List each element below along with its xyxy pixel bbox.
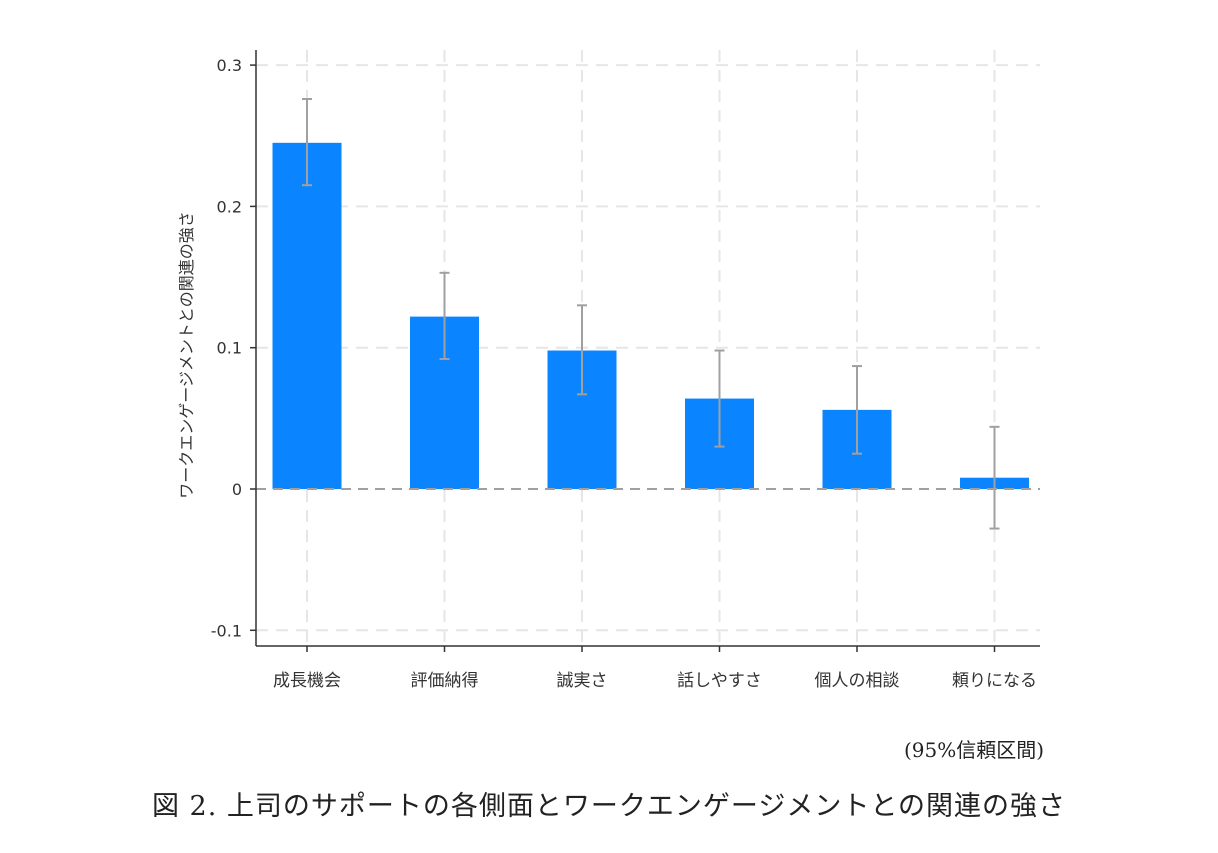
x-tick-label: 頼りになる xyxy=(952,671,1037,691)
x-tick-label: 成長機会 xyxy=(273,671,341,691)
y-tick-label: -0.1 xyxy=(211,621,242,640)
x-tick-label: 評価納得 xyxy=(411,671,479,691)
gridlines xyxy=(256,50,1040,646)
confidence-interval-note: (95%信頼区間) xyxy=(904,738,1045,762)
x-axis-ticks: 成長機会 評価納得 誠実さ 話しやすさ 個人の相談 頼りになる xyxy=(273,646,1037,691)
x-tick-label: 誠実さ xyxy=(557,671,608,691)
bars xyxy=(272,142,1029,489)
y-tick-label: 0 xyxy=(232,480,242,499)
y-axis-ticks: -0.1 0 0.1 0.2 0.3 xyxy=(211,56,256,640)
x-tick-label: 話しやすさ xyxy=(677,671,762,691)
x-tick-label: 個人の相談 xyxy=(815,671,900,691)
y-tick-label: 0.1 xyxy=(217,339,242,358)
bar-chart: -0.1 0 0.1 0.2 0.3 成長機会 評価納得 誠実さ 話しやすさ 個人の相談 頼りにな… xyxy=(177,50,1040,691)
y-tick-label: 0.3 xyxy=(217,56,242,75)
figure-caption: 図 2. 上司のサポートの各側面とワークエンゲージメントとの関連の強さ xyxy=(151,791,1067,822)
error-bars xyxy=(302,98,1000,530)
y-tick-label: 0.2 xyxy=(217,197,242,216)
y-axis-label: ワークエンゲージメントとの関連の強さ xyxy=(177,211,196,499)
bar xyxy=(272,142,342,489)
